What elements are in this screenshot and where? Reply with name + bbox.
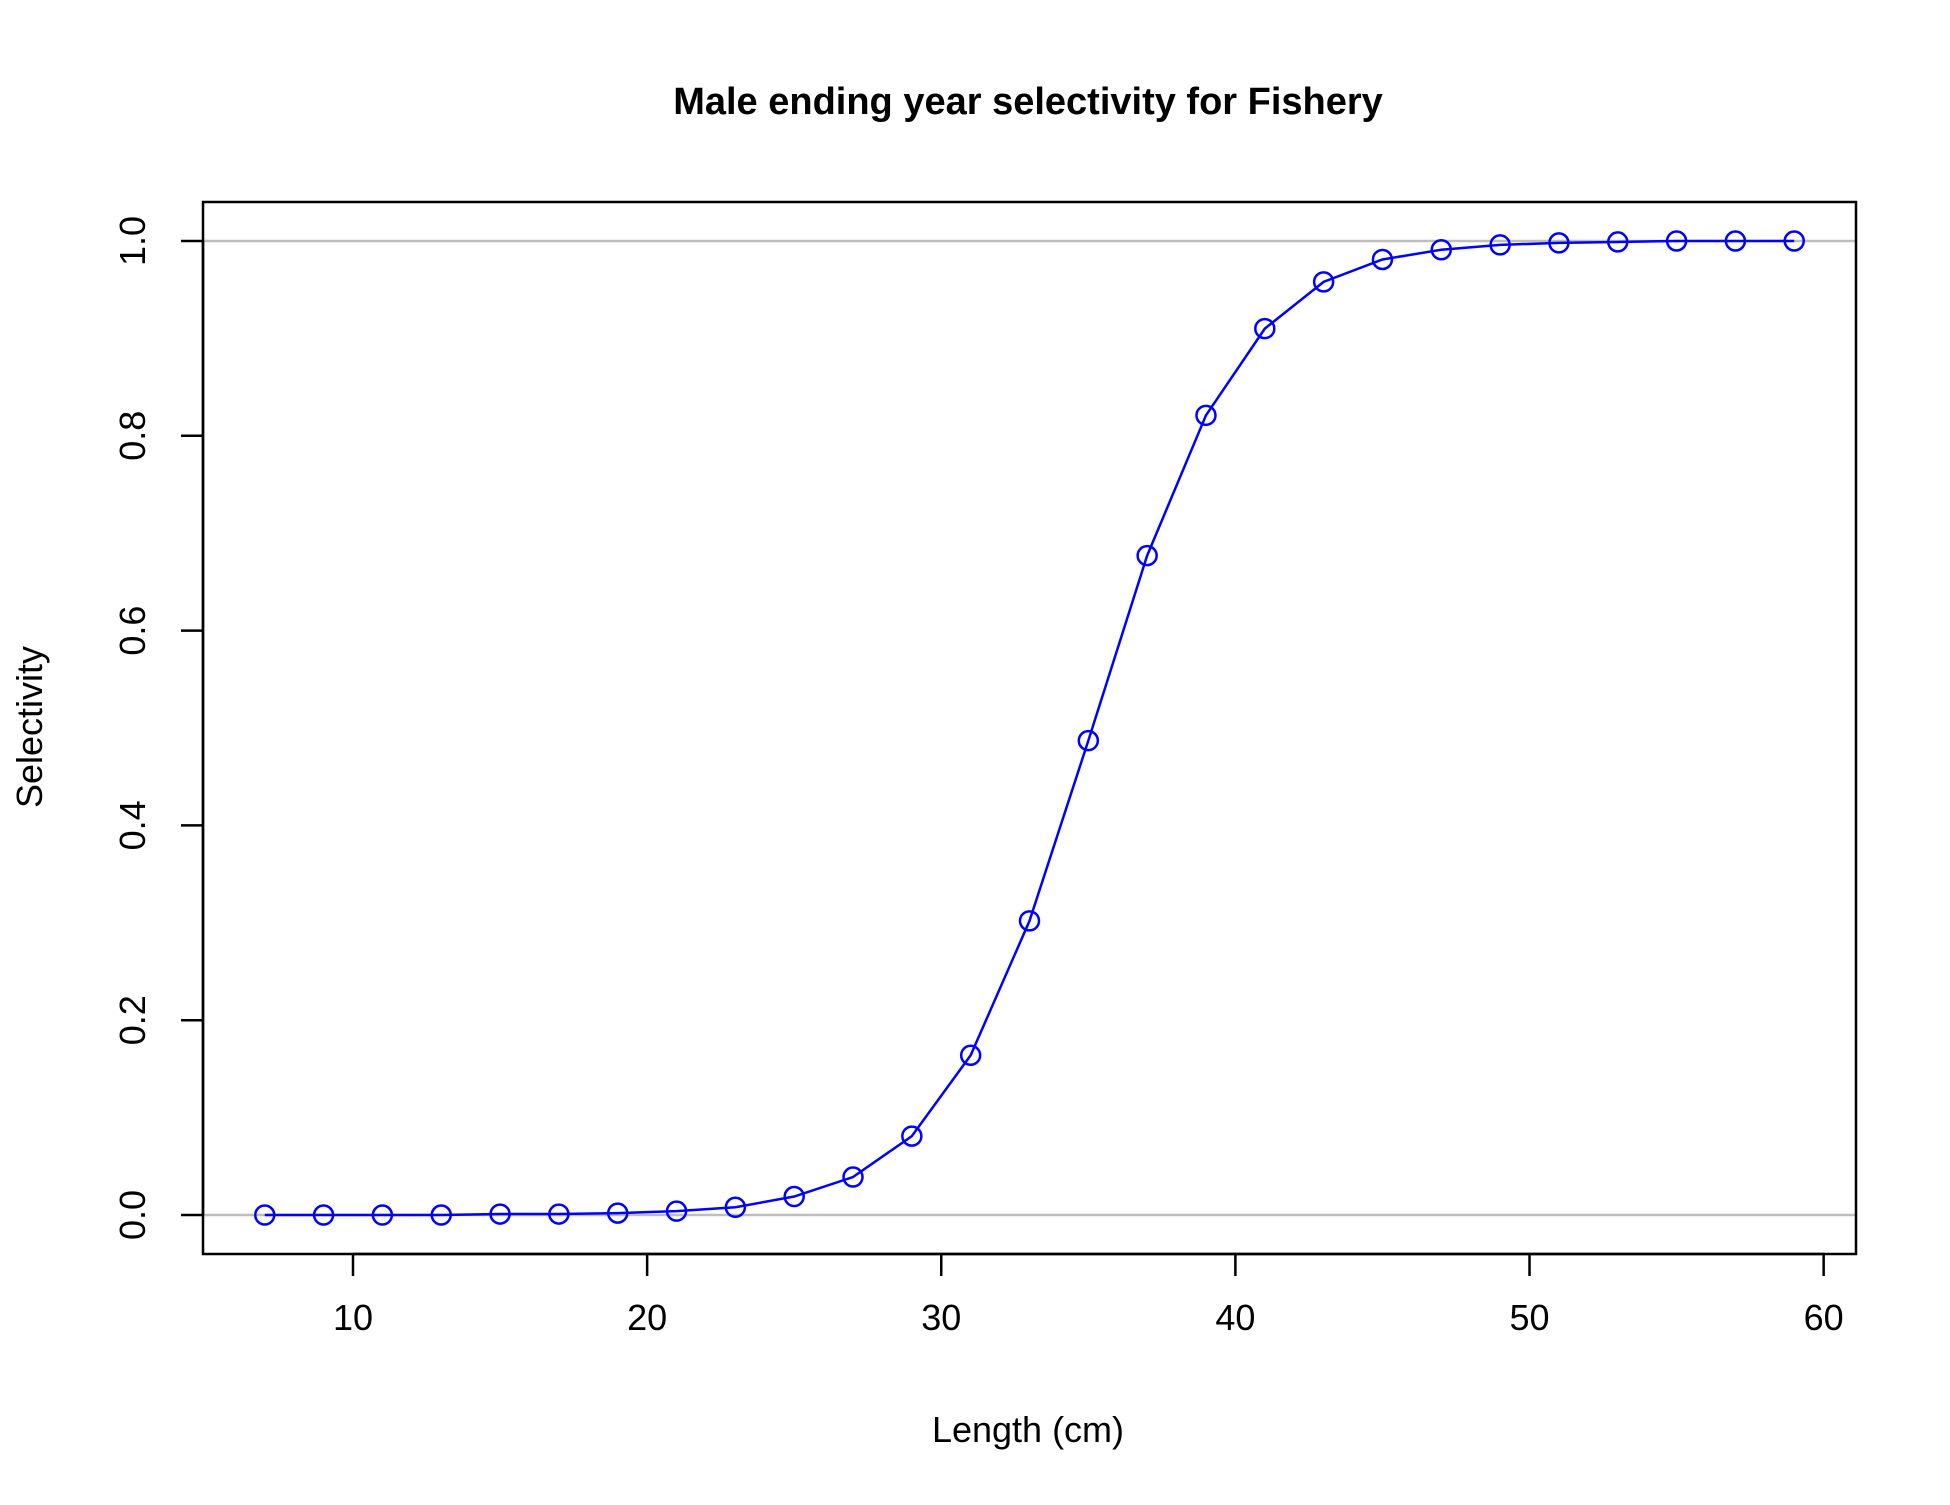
x-tick-label: 30 [921, 1297, 961, 1338]
data-point [1077, 729, 1100, 752]
data-point [1489, 234, 1511, 256]
y-tick-label: 1.0 [112, 216, 153, 266]
series-line [264, 239, 1795, 1217]
data-point [489, 1203, 511, 1225]
data-point [901, 1125, 923, 1147]
x-tick-label: 20 [627, 1297, 667, 1338]
data-point [430, 1204, 452, 1226]
data-point [548, 1203, 570, 1225]
x-tick-label: 10 [333, 1297, 373, 1338]
data-point [783, 1185, 805, 1208]
x-tick-label: 60 [1804, 1297, 1844, 1338]
y-tick-label: 0.0 [112, 1190, 153, 1240]
data-point [1312, 271, 1335, 293]
series-layer [254, 230, 1805, 1226]
data-point [1607, 231, 1629, 253]
data-point [665, 1200, 688, 1222]
data-point [1195, 404, 1217, 427]
data-point [1783, 230, 1805, 252]
data-point [606, 1202, 629, 1224]
y-tick-label: 0.4 [112, 800, 153, 850]
data-point [842, 1166, 864, 1188]
data-point [1665, 230, 1688, 252]
y-axis-label: Selectivity [9, 646, 50, 808]
data-point [1548, 232, 1570, 254]
plot-frame [201, 200, 1858, 1256]
y-tick-label: 0.2 [112, 995, 153, 1045]
y-tick-label: 0.6 [112, 606, 153, 656]
data-point [254, 1204, 276, 1226]
x-tick-label: 50 [1509, 1297, 1549, 1338]
data-point [371, 1204, 394, 1226]
data-point [1724, 230, 1747, 252]
y-tick-label: 0.8 [112, 411, 153, 461]
chart-title: Male ending year selectivity for Fishery [673, 81, 1383, 123]
data-point [1371, 248, 1394, 271]
x-axis-label: Length (cm) [932, 1409, 1124, 1450]
data-point [1136, 544, 1158, 567]
data-point [1254, 317, 1276, 340]
x-tick-label: 40 [1215, 1297, 1255, 1338]
data-point [1430, 238, 1453, 261]
data-point [724, 1196, 747, 1218]
data-point [959, 1044, 982, 1067]
data-point [1018, 910, 1041, 932]
data-point [312, 1204, 335, 1226]
